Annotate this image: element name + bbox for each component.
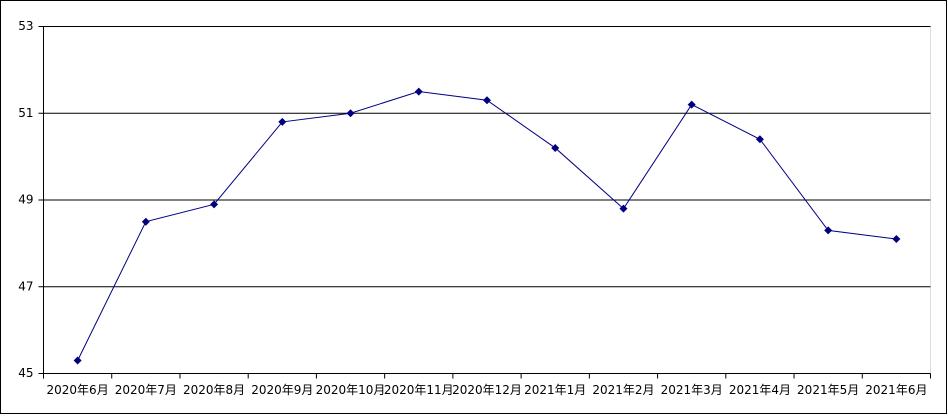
x-tick-label: 2020年8月 — [183, 383, 245, 397]
y-tick-label: 53 — [18, 19, 33, 33]
point-marker — [619, 204, 628, 213]
point-marker — [346, 109, 355, 118]
x-tick-label: 2020年6月 — [47, 383, 109, 397]
point-marker — [892, 235, 901, 244]
point-marker — [687, 100, 696, 109]
y-tick-label: 45 — [18, 366, 33, 380]
x-tick-label: 2021年3月 — [661, 383, 723, 397]
y-tick-label: 49 — [18, 193, 33, 207]
x-tick-label: 2020年9月 — [251, 383, 313, 397]
point-marker — [414, 87, 423, 96]
y-tick-label: 47 — [18, 279, 33, 293]
x-tick-label: 2021年6月 — [865, 383, 927, 397]
x-tick-label: 2020年10月 — [316, 383, 386, 397]
x-tick-label: 2020年12月 — [452, 383, 522, 397]
point-marker — [278, 117, 287, 126]
x-tick-label: 2020年11月 — [384, 383, 454, 397]
point-marker — [141, 217, 150, 226]
x-tick-label: 2021年2月 — [592, 383, 654, 397]
point-marker — [824, 226, 833, 235]
point-marker — [210, 200, 219, 209]
x-tick-label: 2021年1月 — [524, 383, 586, 397]
point-marker — [73, 356, 82, 365]
x-tick-label: 2020年7月 — [115, 383, 177, 397]
point-marker — [755, 135, 764, 144]
point-marker — [551, 143, 560, 152]
y-tick-label: 51 — [18, 106, 33, 120]
x-tick-label: 2021年5月 — [797, 383, 859, 397]
point-marker — [483, 96, 491, 105]
x-tick-label: 2021年4月 — [729, 383, 791, 397]
